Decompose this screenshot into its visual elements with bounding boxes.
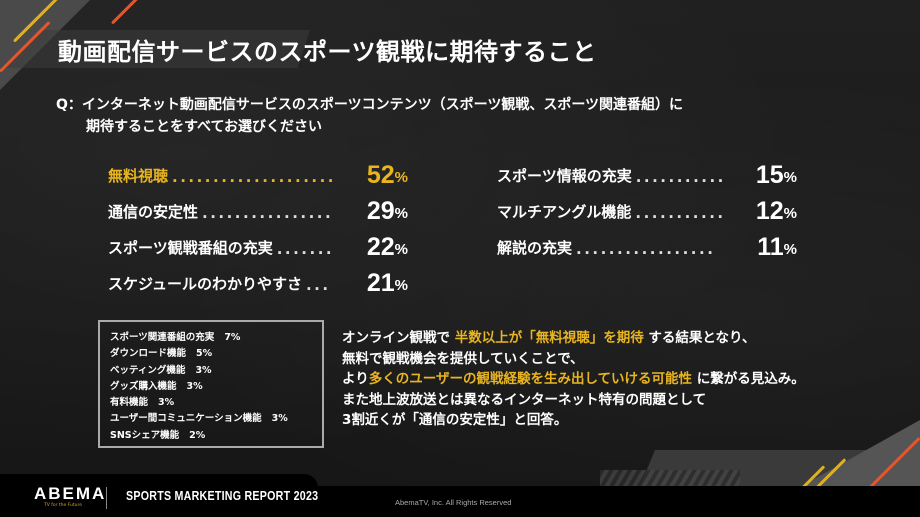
footer-divider	[106, 487, 107, 509]
result-label: マルチアングル機能	[497, 203, 632, 221]
copyright: AbemaTV, Inc. All Rights Reserved	[395, 498, 512, 507]
other-label: ユーザー間コミュニケーション機能	[110, 413, 262, 425]
result-row: スポーツ情報の充実 ........... 15 %	[497, 154, 797, 190]
other-value: 3%	[158, 397, 175, 409]
other-result-row: グッズ購入機能 3%	[110, 379, 312, 395]
other-value: 2%	[189, 429, 206, 441]
other-label: スポーツ関連番組の充実	[110, 332, 215, 343]
result-label: 通信の安定性	[108, 203, 199, 221]
result-label: 無料視聴	[108, 167, 169, 185]
leader-dots: ...........	[635, 204, 726, 222]
other-label: ベッティング機能	[110, 364, 186, 376]
result-label: スケジュールのわかりやすさ	[108, 275, 302, 293]
question-line-1: Q：インターネット動画配信サービスのスポーツコンテンツ（スポーツ観戦、スポーツ関…	[56, 97, 684, 113]
result-row: スケジュールのわかりやすさ ... 21 %	[108, 262, 408, 298]
other-value: 3%	[195, 364, 212, 376]
result-row: 通信の安定性 ................ 29 %	[108, 190, 408, 226]
question-line-2: 期待することをすべてお選びください	[86, 119, 323, 135]
other-value: 7%	[224, 332, 241, 343]
other-value: 3%	[271, 413, 288, 425]
result-label: スポーツ情報の充実	[497, 167, 632, 185]
results-right-column: スポーツ情報の充実 ........... 15 % マルチアングル機能 ...…	[497, 154, 797, 262]
result-unit: %	[394, 241, 408, 258]
result-value: 21	[366, 269, 395, 297]
footer-tab	[0, 474, 318, 517]
other-label: SNSシェア機能	[110, 429, 180, 441]
other-label: 有料機能	[110, 397, 149, 409]
result-unit: %	[394, 169, 408, 186]
other-result-row: ユーザー間コミュニケーション機能 3%	[110, 411, 312, 427]
result-unit: %	[783, 241, 797, 258]
result-value: 22	[366, 233, 395, 261]
summary-text: オンライン観戦で 半数以上が「無料視聴」を期待 する結果となり、 無料で観戦機会…	[342, 328, 805, 431]
report-title: SPORTS MARKETING REPORT 2023	[126, 488, 319, 503]
result-value: 15	[755, 161, 784, 189]
results-left-column: 無料視聴 .................... 52 % 通信の安定性 ..…	[108, 154, 408, 298]
title-band	[0, 30, 310, 68]
decoration-hatch	[600, 470, 740, 486]
result-label: スポーツ観戦番組の充実	[108, 239, 273, 257]
summary-line-5: 3割近くが「通信の安定性」と回答。	[342, 412, 568, 428]
result-row: 無料視聴 .................... 52 %	[108, 154, 408, 190]
result-row: 解説の充実 ................. 11 %	[497, 226, 797, 262]
page-title: 動画配信サービスのスポーツ観戦に期待すること	[58, 38, 597, 66]
leader-dots: ....................	[172, 168, 336, 186]
leader-dots: ...	[305, 276, 331, 294]
highlight-text: 多くのユーザーの観戦経験を生み出していける可能性	[368, 371, 693, 387]
result-value: 29	[366, 197, 395, 225]
abema-logo: ABEMA	[34, 484, 107, 503]
other-result-row: ダウンロード機能 5%	[110, 346, 312, 362]
other-result-row: SNSシェア機能 2%	[110, 428, 312, 444]
result-unit: %	[783, 205, 797, 222]
result-value: 11	[757, 233, 784, 261]
leader-dots: .......	[276, 240, 335, 258]
highlight-text: 半数以上が「無料視聴」を期待	[454, 330, 644, 346]
other-label: ダウンロード機能	[110, 348, 187, 360]
result-value: 12	[755, 197, 784, 225]
leader-dots: .................	[576, 240, 716, 258]
result-label: 解説の充実	[497, 239, 573, 257]
other-results-box: スポーツ関連番組の充実 7% ダウンロード機能 5% ベッティング機能 3% グッズ購…	[98, 320, 324, 448]
summary-line-2: 無料で観戦機会を提供していくことで、	[342, 350, 584, 367]
survey-question: Q：インターネット動画配信サービスのスポーツコンテンツ（スポーツ観戦、スポーツ関…	[56, 94, 683, 138]
result-row: スポーツ観戦番組の充実 ....... 22 %	[108, 226, 408, 262]
result-row: マルチアングル機能 ........... 12 %	[497, 190, 797, 226]
other-result-row: 有料機能 3%	[110, 395, 312, 411]
summary-line-3: より多くのユーザーの観戦経験を生み出していける可能性 に繋がる見込み。	[342, 371, 805, 387]
other-label: グッズ購入機能	[110, 380, 177, 392]
leader-dots: ................	[202, 204, 334, 222]
other-value: 3%	[186, 380, 203, 392]
other-result-row: スポーツ関連番組の充実 7%	[110, 330, 312, 346]
result-unit: %	[394, 277, 408, 294]
leader-dots: ...........	[635, 168, 726, 186]
summary-line-4: また地上波放送とは異なるインターネット特有の問題として	[342, 391, 707, 408]
result-unit: %	[783, 169, 797, 186]
other-value: 5%	[196, 348, 213, 360]
logo-tagline: TV for the Future	[44, 503, 83, 508]
result-unit: %	[394, 205, 408, 222]
other-result-row: ベッティング機能 3%	[110, 363, 312, 379]
summary-line-1: オンライン観戦で 半数以上が「無料視聴」を期待 する結果となり、	[342, 330, 756, 346]
result-value: 52	[366, 161, 395, 189]
